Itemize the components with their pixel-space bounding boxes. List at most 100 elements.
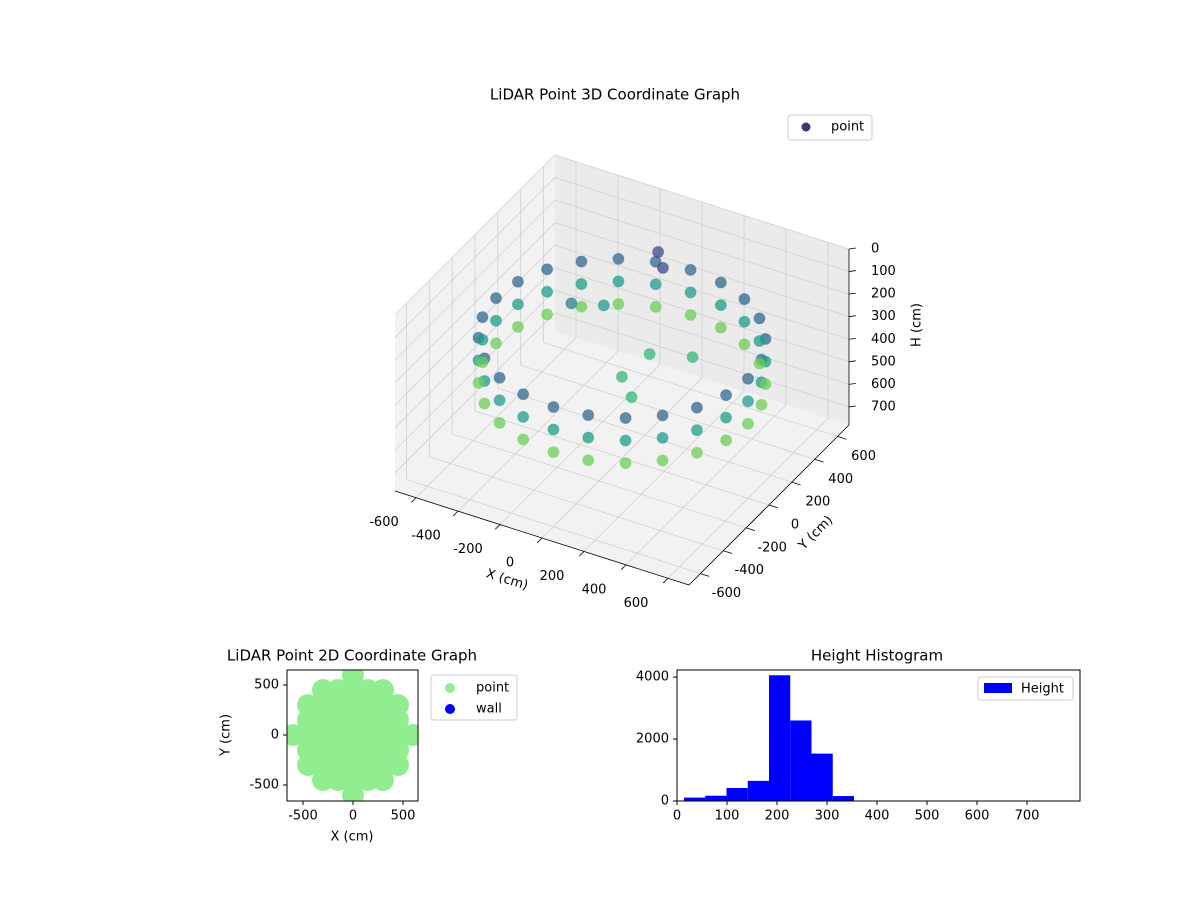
data-point [547,400,560,413]
data-point [656,454,669,467]
x-tick-label: -200 [453,542,483,557]
bar [811,753,833,801]
bar [769,675,791,801]
data-point [565,297,578,310]
data-point [612,275,625,288]
x-tick-label: -400 [411,529,441,544]
data-point [612,252,625,265]
y-tick-label: 500 [254,678,279,693]
legend-patch [984,683,1012,693]
tick-mark [494,524,501,530]
tick-mark [848,247,856,250]
bar [726,787,748,801]
bar [790,720,812,801]
legend-label: point [476,681,509,696]
data-point [643,347,656,360]
y-tick-label: -500 [249,778,279,793]
data-point [753,334,766,347]
x-tick-label: 400 [582,582,607,597]
y-tick-label: 0 [791,518,799,533]
legend-label: Height [1021,682,1064,697]
x-tick-label: 200 [765,809,790,824]
y-tick-label: 0 [271,728,279,743]
grid-line [474,410,770,506]
grid-line [554,199,850,295]
data-point [490,292,502,305]
grid-line [554,154,850,250]
z-tick-label: 300 [871,309,896,324]
bar [747,780,769,801]
data-point [612,297,625,310]
y-axis-label: Y (cm) [219,714,234,757]
data-point [541,285,554,298]
grid-line [394,177,556,338]
y-tick-label: 600 [851,449,876,464]
data-point [649,300,662,313]
data-point [656,261,669,274]
data-point [714,321,727,334]
data-point [476,356,489,369]
data-point [684,286,697,299]
data-point [742,417,754,430]
data-point [616,370,628,383]
data-point [656,409,669,422]
tick-mark [700,573,710,577]
grid-line [554,312,850,408]
tick-mark [848,292,856,295]
data-point [649,278,662,291]
tick-mark [848,270,856,272]
tick-mark [814,458,824,463]
grid-line [394,154,556,316]
data-point [490,314,502,327]
data-point [493,371,506,384]
y-tick-label: -200 [757,540,787,555]
data-point [684,308,697,321]
data-point [720,389,733,402]
tick-mark [848,315,856,318]
y-tick-label: 2000 [636,732,669,747]
tick-mark [837,436,847,440]
tick-mark [578,551,585,557]
tick-mark [791,481,801,486]
grid-line [394,267,556,429]
tick-mark [848,405,856,408]
grid-line [554,222,850,318]
y-tick-label: -400 [735,563,765,578]
data-point [490,337,502,350]
x-axis-label: X (cm) [484,567,530,594]
data-point [619,457,632,470]
data-point [690,446,703,459]
data-point [372,769,394,791]
data-point [690,424,703,437]
data-point [387,754,409,776]
grid-line [452,433,747,529]
legend-label: wall [476,702,502,717]
legend-marker [801,122,811,132]
grid-line [394,199,556,361]
grid-line [543,342,838,437]
z-tick-label: 100 [871,264,896,279]
x-tick-label: 200 [540,569,565,584]
data-point [511,320,524,333]
data-point [755,398,768,411]
data-point [511,275,524,288]
chart-title: LiDAR Point 2D Coordinate Graph [227,647,477,665]
data-point [582,409,595,422]
data-point [575,300,588,313]
data-point [342,784,364,801]
data-point [597,299,610,312]
data-point [738,293,751,306]
legend-box [787,114,873,141]
x-tick-label: -500 [288,809,318,824]
plot-frame [676,669,1081,802]
data-point [478,397,491,410]
data-point [511,298,524,311]
tick-mark [452,510,459,517]
x-tick-label: 0 [673,809,681,824]
axis-line [688,424,850,586]
data-point [690,401,703,414]
axis-line [394,490,690,586]
x-tick-label: 100 [715,809,740,824]
grid-line [497,387,792,483]
data-point [753,357,766,370]
